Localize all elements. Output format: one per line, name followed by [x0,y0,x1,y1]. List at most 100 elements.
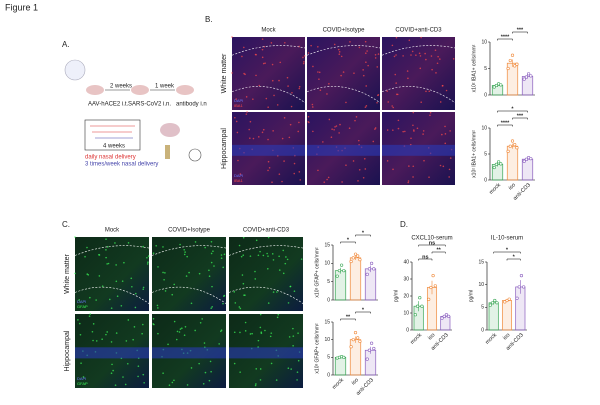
cell-signal [355,116,358,118]
cell-signal [179,328,182,330]
boundary [231,45,306,103]
bar [364,349,377,376]
cell-signal [125,340,128,342]
cell-signal [318,78,320,80]
cell-signal [106,263,108,265]
data-point [515,296,519,300]
cell-signal [156,304,159,307]
data-point [519,274,524,278]
cell-signal [441,85,444,87]
cell-signal [107,262,110,265]
cell-signal [267,302,270,304]
data-point [505,298,509,303]
cell-signal [293,290,296,293]
cell-signal [299,179,302,181]
cell-signal [249,255,252,257]
data-point [510,139,515,143]
data-point [356,254,360,258]
stain-label: DAPI [234,98,243,103]
cell-signal [290,105,293,108]
data-point [515,62,519,66]
cell-signal [254,278,257,280]
cell-signal [331,128,333,130]
data-point [488,303,492,307]
cell-signal [374,57,377,59]
cell-signal [116,295,119,298]
stain-label: IBA1 [234,103,243,108]
cell-signal [429,111,432,114]
cell-signal [272,259,275,261]
cell-signal [439,164,442,167]
y-tick-label: 30 [403,276,409,282]
cell-signal [428,176,430,179]
cell-signal [236,131,239,134]
cell-signal [297,332,299,334]
cell-signal [386,160,389,162]
data-point [351,256,355,260]
cell-signal [233,331,236,334]
dapi-band [382,144,455,156]
cell-signal [110,372,113,375]
data-point [442,314,446,319]
cell-signal [273,94,275,97]
cell-signal [199,321,202,324]
cell-signal [204,371,207,374]
cell-signal [376,101,378,104]
cell-signal [179,243,181,246]
cell-signal [244,294,246,296]
cell-signal [283,117,286,119]
cell-signal [235,98,237,100]
y-tick-label: 0 [327,297,330,303]
cell-signal [428,90,431,93]
data-point [358,258,362,262]
cell-signal [292,327,294,330]
data-point [517,285,521,289]
cell-signal [130,277,133,280]
cell-signal [298,171,301,173]
cell-signal [141,332,143,335]
cell-signal [220,254,223,256]
cell-signal [436,62,439,65]
cell-signal [424,52,426,55]
y-tick-label: 20 [403,293,409,299]
cell-signal [122,376,124,378]
cell-signal [211,305,214,308]
cell-signal [392,168,394,171]
cell-signal [115,332,118,334]
cell-signal [420,101,422,104]
data-point [526,72,531,76]
cell-signal [284,41,286,44]
data-point [370,261,374,265]
cell-signal [134,292,137,295]
dapi-band [75,347,149,359]
cell-signal [168,384,171,386]
cell-signal [397,127,400,130]
dapi-band [232,144,305,156]
data-point [370,341,374,345]
cell-signal [231,36,233,38]
cell-signal [278,269,281,271]
cell-signal [298,121,300,124]
cell-signal [142,288,145,291]
cell-signal [303,55,306,57]
cell-signal [155,244,157,247]
cell-signal [357,180,359,182]
cell-signal [396,93,399,96]
cell-signal [164,290,167,292]
data-point [342,355,346,359]
cell-signal [146,256,148,259]
cell-signal [238,244,241,247]
cell-signal [267,160,270,163]
cell-signal [239,331,241,334]
x-tick-label: mock [331,377,345,391]
cell-signal [120,305,123,307]
cell-signal [391,105,393,107]
cell-signal [261,56,264,59]
cell-signal [252,98,254,100]
stain-label: DAPI [77,376,86,381]
cell-signal [152,252,155,255]
significance-bracket [512,117,528,120]
cell-signal [255,383,257,385]
cell-signal [264,329,266,332]
cell-signal [272,130,274,132]
